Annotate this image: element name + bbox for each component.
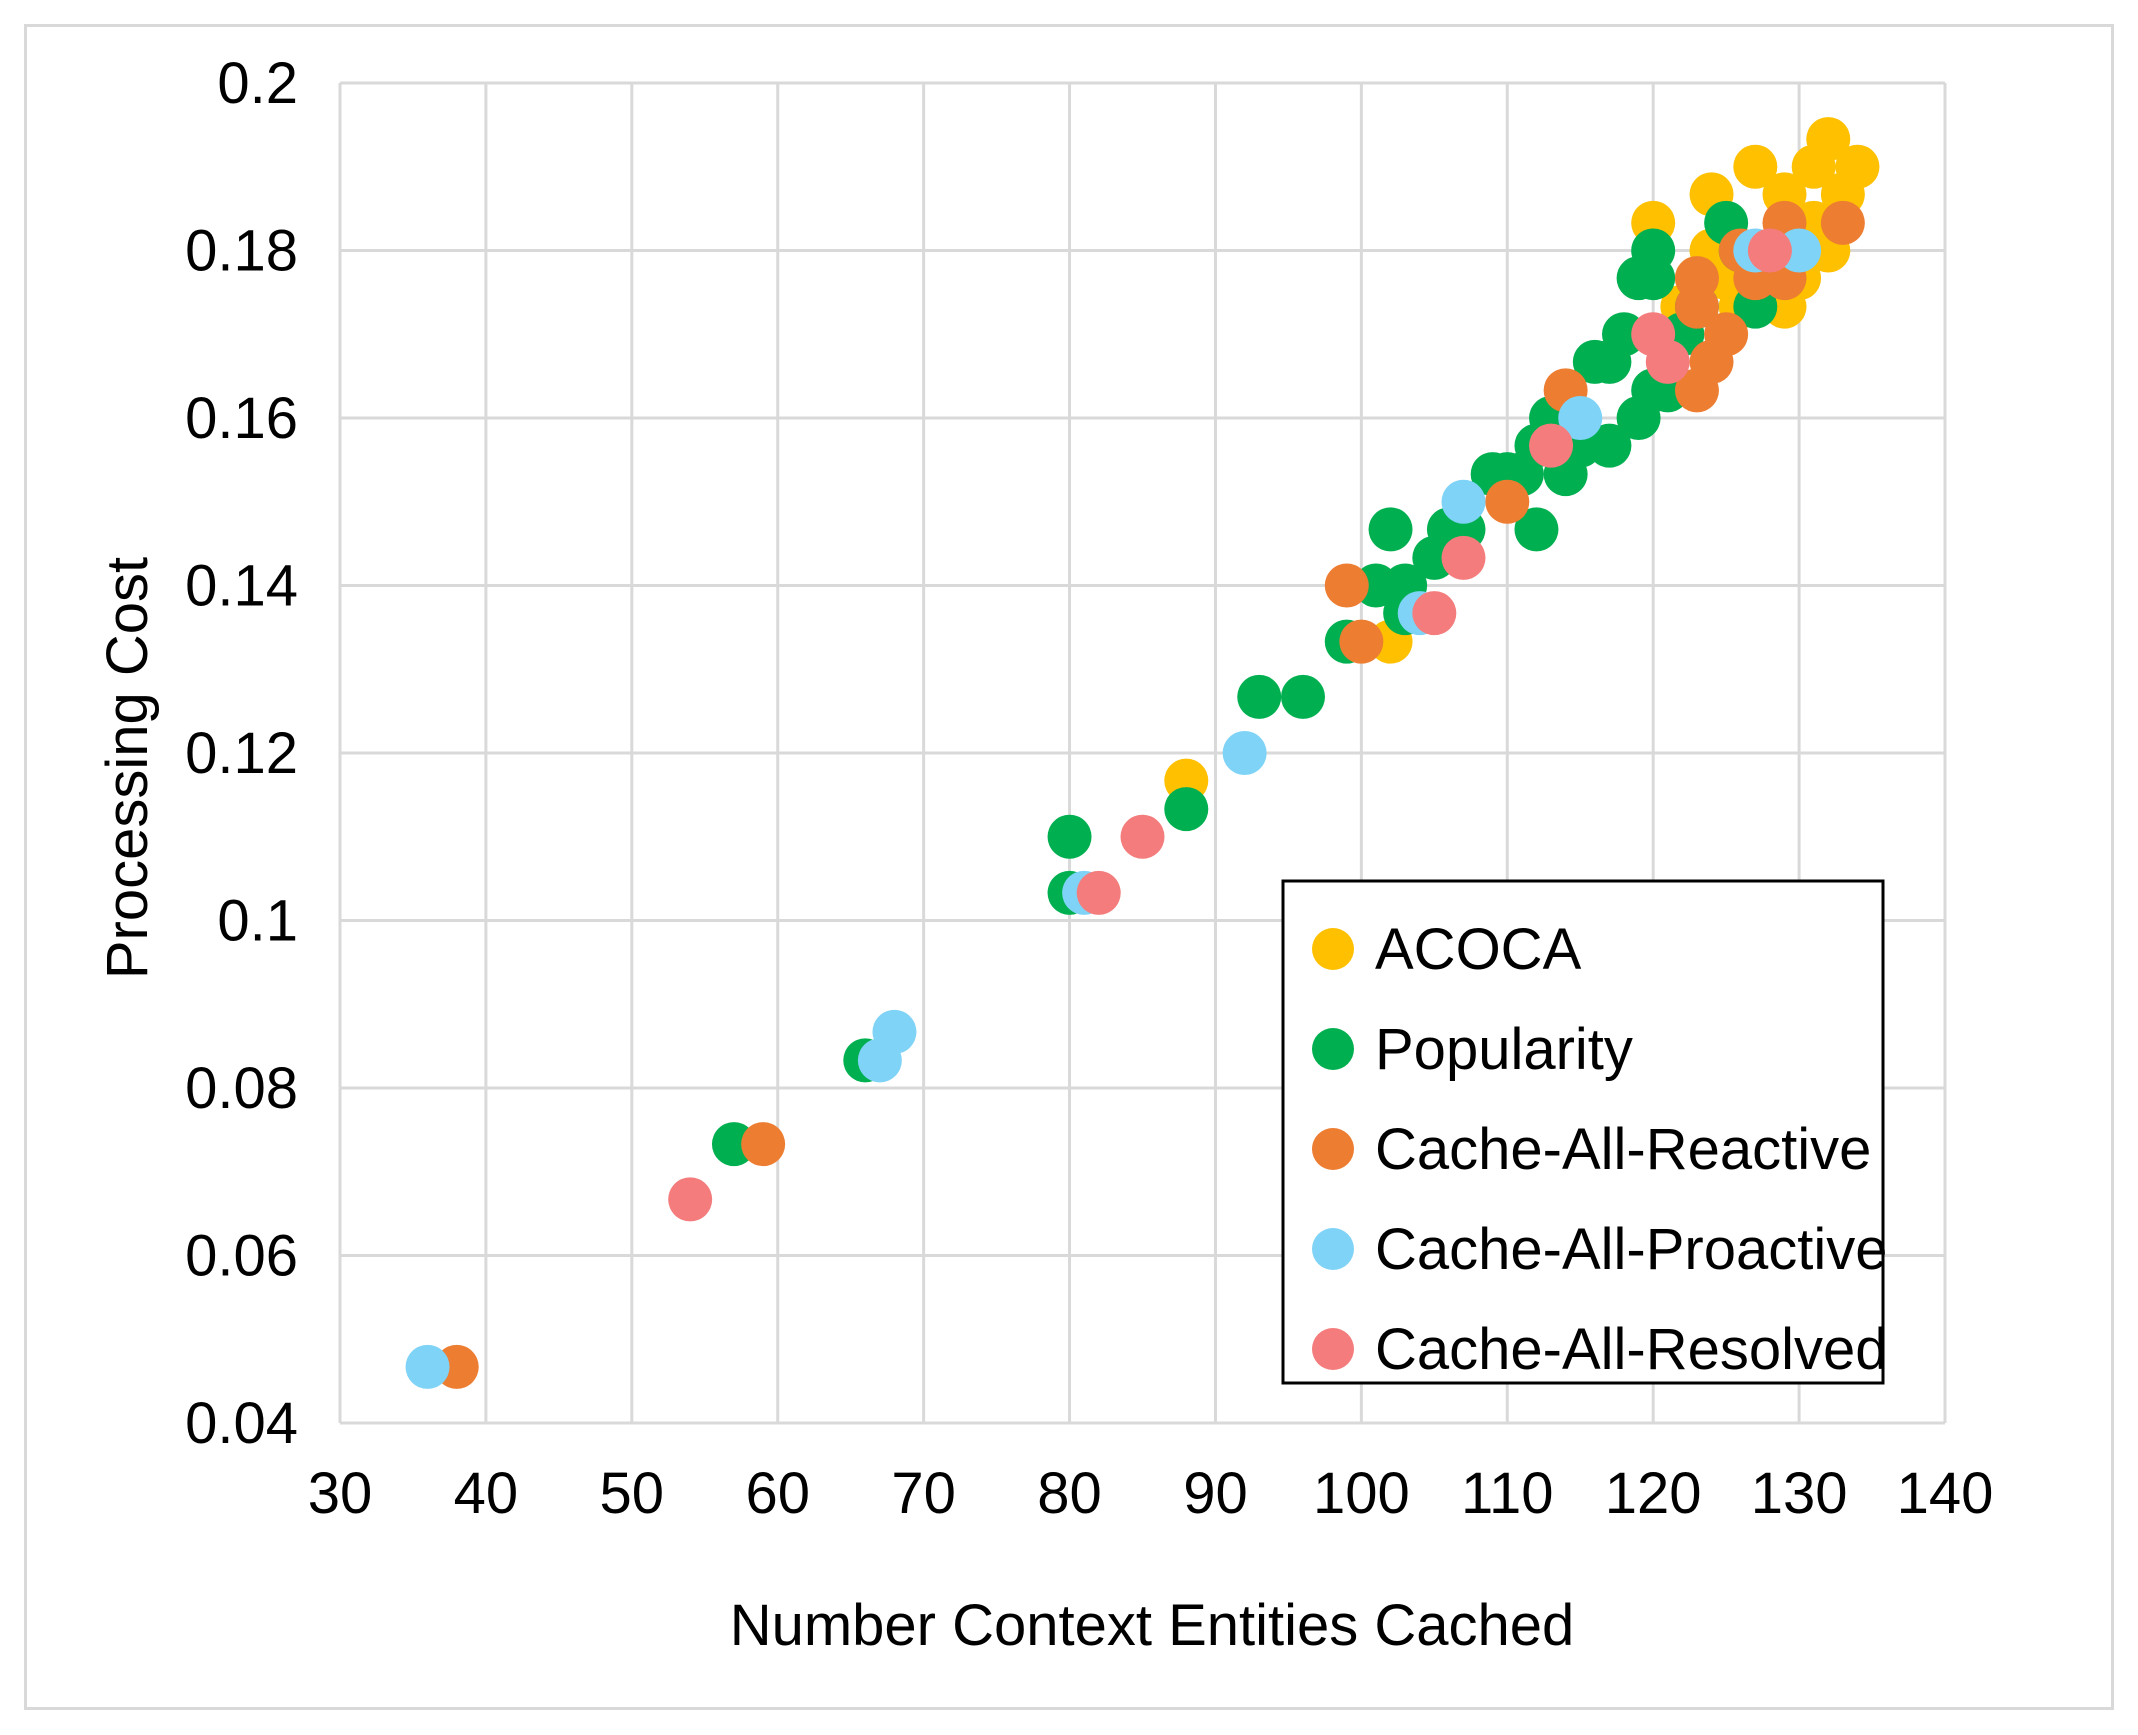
point-cache-all-proactive xyxy=(1222,731,1267,775)
point-cache-all-reactive xyxy=(741,1122,786,1167)
point-cache-all-reactive xyxy=(1485,479,1530,524)
point-cache-all-reactive xyxy=(1674,284,1719,329)
point-cache-all-proactive xyxy=(1558,396,1603,440)
point-acoca xyxy=(1733,144,1778,189)
data-points xyxy=(405,117,1880,1389)
point-cache-all-proactive xyxy=(1441,479,1486,524)
y-tick-label: 0.18 xyxy=(185,219,298,284)
x-tick-label: 120 xyxy=(1605,1461,1702,1526)
point-cache-all-reactive xyxy=(1820,200,1865,245)
x-tick-label: 100 xyxy=(1313,1461,1410,1526)
point-cache-all-reactive xyxy=(1704,312,1749,357)
point-cache-all-resolved xyxy=(1529,423,1574,468)
point-cache-all-resolved xyxy=(668,1177,713,1222)
x-tick-label: 90 xyxy=(1183,1461,1248,1526)
y-tick-label: 0.2 xyxy=(217,51,298,116)
x-tick-label: 80 xyxy=(1037,1461,1102,1526)
y-tick-label: 0.1 xyxy=(217,889,298,954)
scatter-chart: 30 40 50 60 70 80 90 100 110 120 130 140 0.040.060.… xyxy=(95,51,1994,1658)
point-popularity xyxy=(1164,787,1209,832)
x-axis-title: Number Context Entities Cached xyxy=(730,1593,1575,1658)
chart-frame: 30 40 50 60 70 80 90 100 110 120 130 140 0.04 0.06 0.… xyxy=(24,24,2114,1710)
legend-label-cache-all-reactive: Cache-All-Reactive xyxy=(1375,1117,1871,1182)
legend: ACOCA Popularity Cache-All-Reactive Cache-A… xyxy=(1281,879,1888,1385)
point-popularity xyxy=(1631,256,1676,301)
point-popularity xyxy=(1368,507,1413,552)
point-cache-all-resolved xyxy=(1120,814,1165,859)
x-tick-label: 30 xyxy=(308,1461,373,1526)
legend-label-popularity: Popularity xyxy=(1375,1017,1633,1082)
point-popularity xyxy=(1587,423,1632,468)
x-tick-label: 130 xyxy=(1751,1461,1848,1526)
x-tick-label: 40 xyxy=(454,1461,519,1526)
point-cache-all-resolved xyxy=(1076,870,1121,915)
x-tick-label: 50 xyxy=(600,1461,665,1526)
point-cache-all-resolved xyxy=(1747,228,1792,273)
legend-marker-cache-all-resolved xyxy=(1312,1328,1354,1370)
point-popularity xyxy=(1514,507,1559,552)
point-cache-all-reactive xyxy=(1339,619,1384,664)
y-axis-tick-labels: 0.04 0.06 0.08 0.1 0.12 0.14 0.16 0.18 0.2 xyxy=(185,51,298,1456)
point-popularity xyxy=(1281,674,1325,719)
point-cache-all-resolved xyxy=(1441,535,1486,580)
y-tick-label: 0.08 xyxy=(185,1056,298,1121)
point-acoca xyxy=(1806,117,1851,162)
legend-marker-cache-all-reactive xyxy=(1312,1128,1354,1170)
legend-marker-acoca xyxy=(1312,928,1354,970)
x-tick-label: 110 xyxy=(1461,1461,1553,1526)
y-tick-label: 0.06 xyxy=(185,1224,298,1289)
point-cache-all-proactive xyxy=(872,1009,917,1054)
y-tick-label: 0.14 xyxy=(185,554,298,619)
x-axis-tick-labels: 30 40 50 60 70 80 90 100 110 120 130 140 xyxy=(308,1461,1994,1526)
y-tick-label: 0.12 xyxy=(185,721,298,786)
x-tick-label: 70 xyxy=(891,1461,956,1526)
point-cache-all-reactive xyxy=(1324,563,1369,608)
legend-label-cache-all-resolved: Cache-All-Resolved xyxy=(1375,1317,1888,1382)
y-tick-label: 0.04 xyxy=(185,1391,298,1456)
point-cache-all-resolved xyxy=(1412,591,1457,636)
x-tick-label: 140 xyxy=(1897,1461,1994,1526)
y-axis-title: Processing Cost xyxy=(95,557,160,979)
x-tick-label: 60 xyxy=(745,1461,810,1526)
point-popularity xyxy=(1237,674,1282,719)
point-acoca xyxy=(1835,144,1880,189)
y-tick-label: 0.16 xyxy=(185,386,298,451)
legend-label-acoca: ACOCA xyxy=(1375,917,1582,982)
legend-label-cache-all-proactive: Cache-All-Proactive xyxy=(1375,1217,1888,1282)
point-cache-all-resolved xyxy=(1645,339,1690,384)
legend-marker-cache-all-proactive xyxy=(1312,1228,1354,1270)
point-popularity xyxy=(1047,814,1092,859)
point-cache-all-proactive xyxy=(405,1344,450,1389)
legend-box xyxy=(1281,879,1885,1385)
legend-marker-popularity xyxy=(1312,1028,1354,1070)
